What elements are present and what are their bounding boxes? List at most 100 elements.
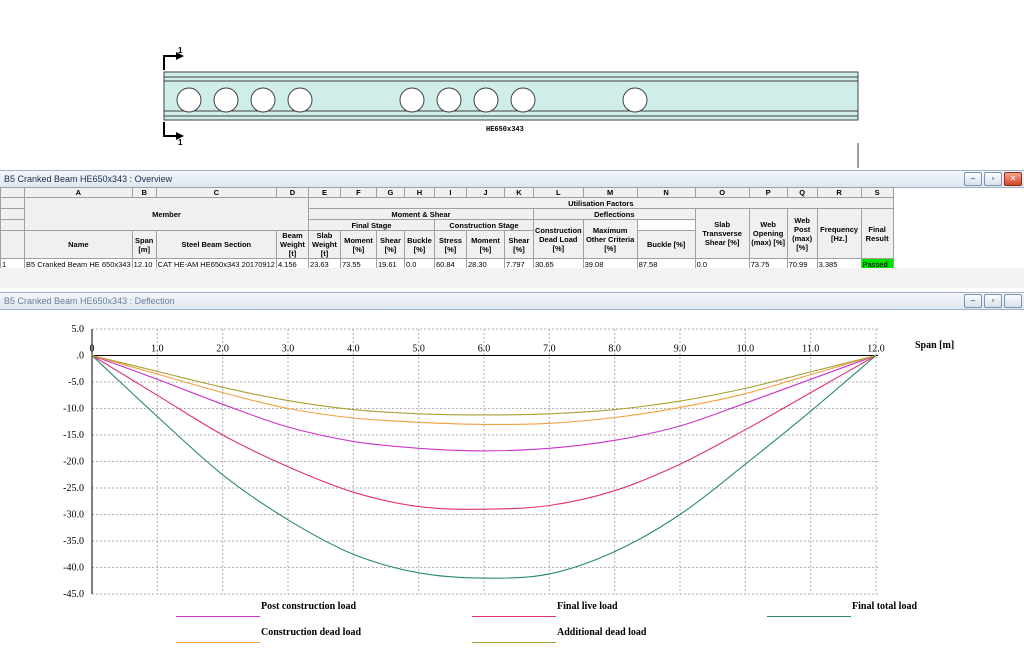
construction-stage-header: Construction Stage xyxy=(433,219,534,231)
x-tick-label: 8.0 xyxy=(608,344,621,355)
y-tick-label: -25.0 xyxy=(63,483,84,494)
legend-swatch xyxy=(767,616,851,617)
series-line xyxy=(91,354,877,452)
max-other-header: Maximum Other Criteria [%] xyxy=(582,219,638,259)
chart-grid xyxy=(91,328,878,595)
web-opening-header: Web Opening (max) [%] xyxy=(748,208,788,259)
x-tick-label: 3.0 xyxy=(282,344,295,355)
web-opening xyxy=(250,87,276,113)
col-header[interactable]: N xyxy=(636,187,696,198)
overview-titlebar[interactable]: B5 Cranked Beam HE650x343 : Overview – ▫… xyxy=(0,170,1024,188)
legend-label: Construction dead load xyxy=(261,627,362,638)
section-marker-top: 1 xyxy=(163,46,184,70)
section-marker-bottom-label: 1 xyxy=(178,138,183,147)
shear-constr-header: Shear [%] xyxy=(503,230,534,259)
slab-transverse-header: Slab Transverse Shear [%] xyxy=(694,208,750,259)
final-result-header: Final Result xyxy=(860,208,894,259)
legend-swatch xyxy=(176,616,260,617)
legend-swatch xyxy=(472,642,556,643)
y-tick-label: -15.0 xyxy=(63,430,84,441)
slab-weight-header: Slab Weight [t] xyxy=(307,230,341,259)
x-tick-label: 12.0 xyxy=(867,344,885,355)
minimize-icon[interactable]: – xyxy=(964,294,982,308)
web-opening xyxy=(176,87,202,113)
x-tick-label: 2.0 xyxy=(216,344,229,355)
y-tick-label: -45.0 xyxy=(63,589,84,600)
restore-icon[interactable]: ▫ xyxy=(984,172,1002,186)
web-opening xyxy=(287,87,313,113)
close-icon[interactable]: ✕ xyxy=(1004,172,1022,186)
col-header[interactable]: O xyxy=(694,187,750,198)
col-header[interactable]: D xyxy=(275,187,309,198)
frequency-header: Frequency [Hz.] xyxy=(816,208,862,259)
col-header[interactable]: B xyxy=(131,187,157,198)
overview-empty-area xyxy=(0,268,1024,288)
series-line xyxy=(91,354,877,426)
cell-constr-dead[interactable]: 39.08 xyxy=(582,258,638,270)
web-opening xyxy=(399,87,425,113)
series-line xyxy=(91,354,877,416)
col-header[interactable]: I xyxy=(433,187,467,198)
x-tick-label: 6.0 xyxy=(478,344,491,355)
x-tick-label: 9.0 xyxy=(674,344,687,355)
col-header[interactable]: G xyxy=(375,187,405,198)
col-header[interactable]: K xyxy=(503,187,534,198)
name-header: Name xyxy=(24,230,133,259)
y-tick-label: -20.0 xyxy=(63,457,84,468)
web-post-header: Web Post (max) [%] xyxy=(786,208,818,259)
deflections-header: Deflections xyxy=(532,208,696,220)
y-tick-labels: 5.0 .0 -5.0 -10.0 -15.0 -20.0 -25.0 -30.0 -35.0 -… xyxy=(63,324,84,600)
section-marker-top-label: 1 xyxy=(178,46,183,55)
col-header[interactable]: F xyxy=(339,187,377,198)
section-marker-bottom: 1 xyxy=(163,122,184,147)
web-opening xyxy=(213,87,239,113)
y-tick-label: -10.0 xyxy=(63,404,84,415)
legend-swatch xyxy=(176,642,260,643)
restore-icon[interactable]: ▫ xyxy=(984,294,1002,308)
col-header[interactable]: M xyxy=(582,187,638,198)
beam-elevation: 1 1 HE650x343 xyxy=(163,46,859,168)
x-tick-label: 1.0 xyxy=(151,344,164,355)
deflection-titlebar[interactable]: B5 Cranked Beam HE650x343 : Deflection –… xyxy=(0,292,1024,310)
cell-web-post[interactable]: 70.99 xyxy=(786,258,818,270)
col-header[interactable]: L xyxy=(532,187,584,198)
shear-final-header: Shear [%] xyxy=(375,230,405,259)
x-tick-labels: 0 1.0 2.0 3.0 4.0 5.0 6.0 7.0 8.0 9.0 10.0 11.0 12.0 xyxy=(90,344,885,355)
moment-shear-header: Moment & Shear xyxy=(307,208,534,220)
col-header[interactable]: E xyxy=(307,187,341,198)
web-opening xyxy=(473,87,499,113)
cell-final-result[interactable]: Passed xyxy=(860,258,894,270)
col-header[interactable]: J xyxy=(465,187,505,198)
col-header[interactable]: R xyxy=(816,187,862,198)
y-tick-label: .0 xyxy=(77,351,85,362)
col-header[interactable]: Q xyxy=(786,187,818,198)
overview-title: B5 Cranked Beam HE650x343 : Overview xyxy=(4,174,173,184)
web-opening xyxy=(622,87,648,113)
deflection-title: B5 Cranked Beam HE650x343 : Deflection xyxy=(4,296,175,306)
x-tick-label: 11.0 xyxy=(802,344,819,355)
x-tick-label: 7.0 xyxy=(543,344,556,355)
col-header[interactable]: A xyxy=(24,187,133,198)
col-header[interactable]: S xyxy=(860,187,894,198)
web-opening xyxy=(436,87,462,113)
col-header[interactable]: P xyxy=(748,187,788,198)
series-line xyxy=(91,355,877,579)
span-header: Span [m] xyxy=(131,230,157,259)
utilisation-header: Utilisation Factors xyxy=(307,197,894,209)
x-tick-label: 0 xyxy=(90,344,95,355)
stress-final-header: Stress [%] xyxy=(433,230,467,259)
web-openings xyxy=(176,87,648,113)
legend-label: Final total load xyxy=(852,601,918,612)
y-tick-label: -30.0 xyxy=(63,510,84,521)
moment-constr-header: Moment [%] xyxy=(465,230,505,259)
y-tick-label: -5.0 xyxy=(68,377,84,388)
x-tick-label: 10.0 xyxy=(737,344,755,355)
buckle-constr-header: Buckle [%] xyxy=(636,230,696,259)
minimize-icon[interactable]: – xyxy=(964,172,982,186)
col-header[interactable]: C xyxy=(155,187,277,198)
window-extra-icon[interactable] xyxy=(1004,294,1022,308)
x-tick-label: 4.0 xyxy=(347,344,360,355)
overview-table: A B C D E F G H I J K L M N O P Q R S Me… xyxy=(0,187,894,270)
y-tick-label: -35.0 xyxy=(63,536,84,547)
col-header[interactable]: H xyxy=(403,187,435,198)
